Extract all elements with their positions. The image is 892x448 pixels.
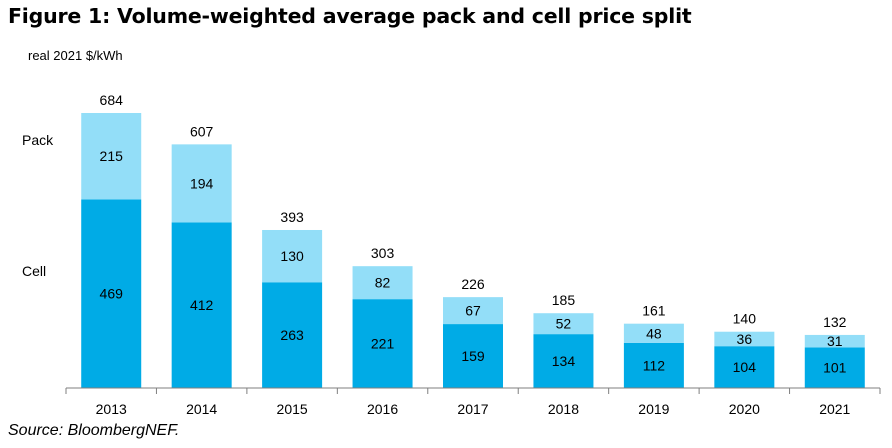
bar-pack-2017: [443, 297, 503, 325]
bar-cell-2021: [804, 347, 865, 388]
bar-cell-2014: [171, 222, 232, 388]
bar-pack-2015: [262, 229, 323, 283]
data-label-pack: 67: [465, 303, 481, 319]
data-label-cell: 469: [100, 286, 124, 302]
x-tick-label: 2017: [457, 401, 488, 417]
bar-cell-2020: [714, 346, 775, 388]
data-label-total: 132: [823, 314, 847, 330]
bar-pack-2016: [352, 266, 413, 300]
bar-pack-2013: [81, 113, 142, 200]
x-tick-label: 2021: [819, 401, 850, 417]
x-tick-label: 2016: [367, 401, 398, 417]
data-label-pack: 194: [190, 175, 214, 191]
data-label-pack: 130: [280, 248, 304, 264]
data-label-cell: 263: [280, 327, 304, 343]
x-tick-label: 2018: [548, 401, 579, 417]
bar-cell-2017: [443, 324, 503, 388]
source-note: Source: BloombergNEF.: [8, 422, 180, 439]
bar-pack-2018: [533, 313, 594, 335]
x-tick-label: 2013: [96, 401, 127, 417]
data-label-pack: 36: [737, 331, 753, 347]
bar-cell-2016: [352, 299, 413, 388]
legend-label-cell: Cell: [22, 263, 46, 279]
figure-title: Figure 1: Volume-weighted average pack a…: [8, 4, 692, 28]
data-label-total: 140: [733, 311, 757, 327]
bar-pack-2019: [623, 323, 684, 343]
data-label-cell: 134: [552, 353, 576, 369]
data-label-cell: 104: [733, 359, 757, 375]
data-label-total: 226: [461, 276, 485, 292]
bar-pack-2014: [171, 144, 232, 223]
x-tick-label: 2015: [277, 401, 308, 417]
bar-cell-2019: [623, 342, 684, 388]
x-tick-label: 2014: [186, 401, 217, 417]
data-label-total: 607: [190, 123, 214, 139]
data-label-pack: 52: [556, 316, 572, 332]
bar-pack-2021: [804, 334, 865, 348]
bar-cell-2018: [533, 334, 594, 388]
data-label-total: 185: [552, 292, 576, 308]
data-label-cell: 101: [823, 360, 847, 376]
legend-label-pack: Pack: [22, 132, 54, 148]
data-label-cell: 221: [371, 336, 395, 352]
data-label-pack: 215: [100, 148, 124, 164]
data-label-pack: 48: [646, 325, 662, 341]
x-tick-label: 2019: [638, 401, 669, 417]
y-axis-unit-label: real 2021 $/kWh: [28, 48, 123, 63]
data-label-cell: 159: [461, 348, 485, 364]
data-label-cell: 412: [190, 297, 214, 313]
data-label-cell: 112: [643, 357, 666, 373]
data-label-pack: 82: [375, 275, 391, 291]
data-label-total: 684: [100, 92, 124, 108]
x-tick-label: 2020: [729, 401, 760, 417]
bar-cell-2013: [81, 199, 142, 388]
bar-pack-2020: [714, 331, 775, 347]
bar-cell-2015: [262, 282, 323, 388]
data-label-total: 161: [642, 303, 666, 319]
data-label-total: 393: [280, 209, 304, 225]
data-label-pack: 31: [827, 333, 843, 349]
data-label-total: 303: [371, 245, 395, 261]
